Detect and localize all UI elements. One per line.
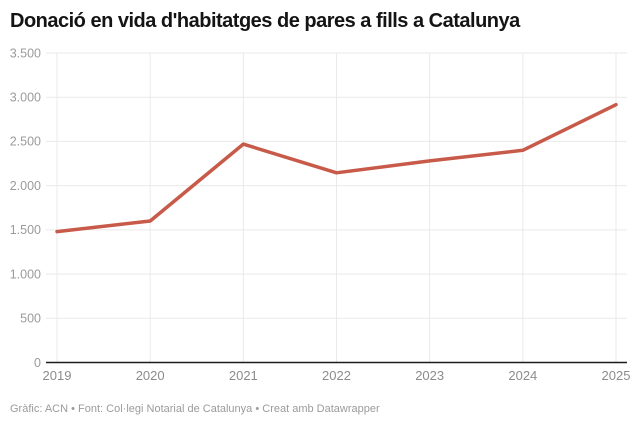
x-tick-label: 2025 xyxy=(602,368,631,383)
data-line xyxy=(55,102,618,234)
attribution: Gràfic: ACN • Font: Col·legi Notarial de… xyxy=(10,403,380,415)
x-tick-label: 2023 xyxy=(415,368,444,383)
y-tick-label: 0 xyxy=(34,356,41,370)
x-tick-label: 2019 xyxy=(43,368,72,383)
y-tick-label: 2.000 xyxy=(10,179,41,193)
y-tick-label: 1.500 xyxy=(10,223,41,237)
y-tick-label: 500 xyxy=(20,312,41,326)
y-tick-label: 1.000 xyxy=(10,267,41,281)
x-tick-label: 2020 xyxy=(136,368,165,383)
y-tick-label: 2.500 xyxy=(10,135,41,149)
y-tick-label: 3.000 xyxy=(10,91,41,105)
y-tick-label: 3.500 xyxy=(10,46,41,60)
x-tick-label: 2022 xyxy=(322,368,351,383)
chart-title: Donació en vida d'habitatges de pares a … xyxy=(10,10,520,32)
x-tick-label: 2021 xyxy=(229,368,258,383)
x-tick-label: 2024 xyxy=(508,368,537,383)
